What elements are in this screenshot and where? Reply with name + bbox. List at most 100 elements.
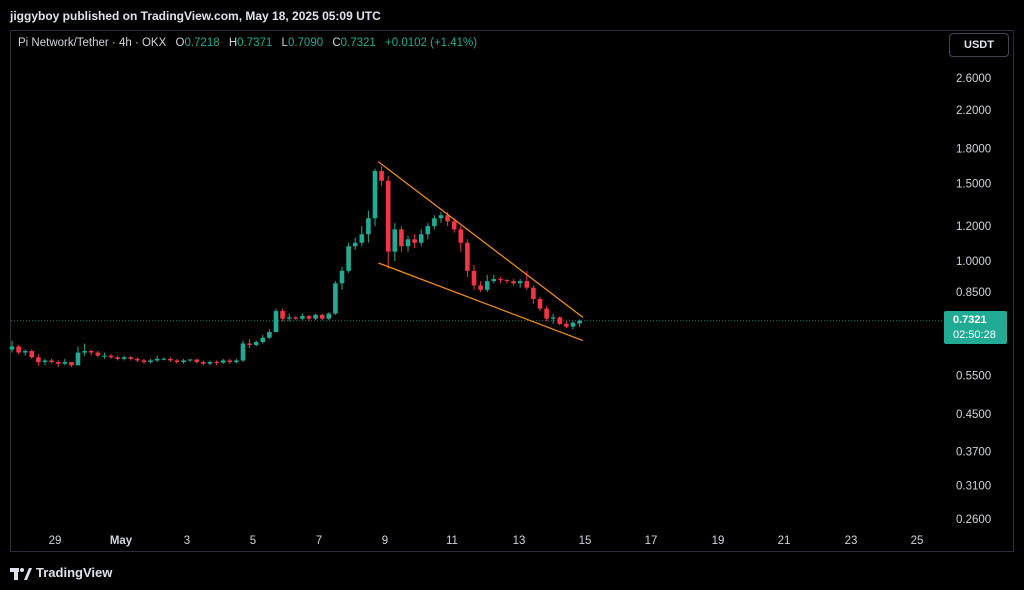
y-tick-label: 0.4500 [956,409,991,421]
currency-button[interactable]: USDT [949,33,1009,57]
candle-up [484,281,490,290]
y-tick-label: 1.0000 [956,256,991,268]
candle-down [174,360,180,363]
candle-up [425,226,431,235]
close-label: C [332,37,341,49]
candle-down [498,279,503,281]
y-tick-label: 0.5500 [956,371,991,383]
candle-down [504,280,510,282]
x-tick-label: 5 [250,535,256,547]
chart-frame[interactable] [10,30,1014,552]
x-tick-label: 25 [911,535,924,547]
upper-trendline [377,161,584,318]
x-tick-label: 19 [712,535,725,547]
candle-up [207,362,213,364]
candle-up [161,358,167,360]
candle-up [286,317,292,319]
candle-up [432,218,437,227]
candle-down [524,281,530,288]
candle-down [379,170,384,181]
candle-up [352,242,358,247]
y-tick-label: 1.5000 [956,178,991,190]
candle-up [300,316,305,319]
x-tick-label: 15 [579,535,592,547]
candle-up [22,351,28,353]
high-label: H [228,37,238,49]
candle-up [220,360,226,363]
candle-down [29,351,35,358]
candle-down [471,270,477,286]
low-label: L [281,37,288,49]
candle-down [451,221,457,230]
candle-up [82,351,87,353]
candle-down [478,285,483,290]
candle-down [544,308,549,319]
candle-down [293,317,299,319]
candle-down [135,358,140,361]
candle-up [372,170,378,219]
candle-up [62,362,68,364]
candle-down [115,357,120,359]
candle-down [95,352,101,356]
candle-down [306,316,312,319]
candle-down [16,346,21,353]
candle-down [557,317,563,324]
candle-up [517,281,523,284]
candle-up [102,355,107,357]
tradingview-logo-icon [10,567,32,580]
candle-up [577,320,582,324]
y-tick-label: 2.6000 [956,73,991,85]
candle-down [55,362,61,364]
candle-up [418,234,424,243]
y-tick-label: 0.8500 [956,287,991,299]
x-tick-label: 7 [316,535,322,547]
candle-down [412,239,417,243]
candle-down [319,314,325,319]
candle-up [366,218,371,235]
candle-down [385,180,391,252]
candle-down [141,360,147,363]
candle-down [227,360,233,363]
open-label: O [175,37,185,49]
x-tick-label: 9 [382,535,388,547]
last-price-value: 0.7321 [953,314,987,326]
candle-down [399,229,404,247]
candle-down [531,287,536,300]
close-value: 0.7321 [340,37,376,49]
candle-down [564,323,569,327]
bar-countdown: 02:50:28 [953,329,996,341]
candle-down [214,362,219,364]
candle-down [128,357,134,359]
candle-up [154,358,160,361]
candle-up [260,337,266,343]
candle-down [445,215,450,222]
high-value: 0.7371 [237,37,273,49]
candle-down [201,362,206,364]
x-tick-label: May [110,535,133,547]
y-tick-label: 0.3100 [956,480,991,492]
symbol-name[interactable]: Pi Network/Tether · 4h · OKX [18,37,167,49]
candle-up [346,246,351,271]
candle-up [42,360,48,363]
tradingview-brand: TradingView [36,565,113,580]
candle-down [88,351,94,353]
candle-down [36,357,41,363]
candle-up [570,322,576,327]
candle-down [537,299,543,309]
candle-down [458,229,464,243]
candle-up [550,317,556,319]
candle-down [168,358,173,361]
candle-up [240,343,246,361]
candle-up [491,279,497,282]
y-tick-label: 1.2000 [956,221,991,233]
open-value: 0.7218 [184,37,220,49]
candle-up [75,352,81,366]
x-tick-label: 3 [184,535,190,547]
x-tick-label: 17 [645,535,658,547]
y-tick-label: 2.2000 [956,105,991,117]
candle-up [9,346,15,350]
candle-up [267,332,272,338]
y-tick-label: 0.2600 [956,514,991,526]
x-tick-label: 29 [49,535,62,547]
